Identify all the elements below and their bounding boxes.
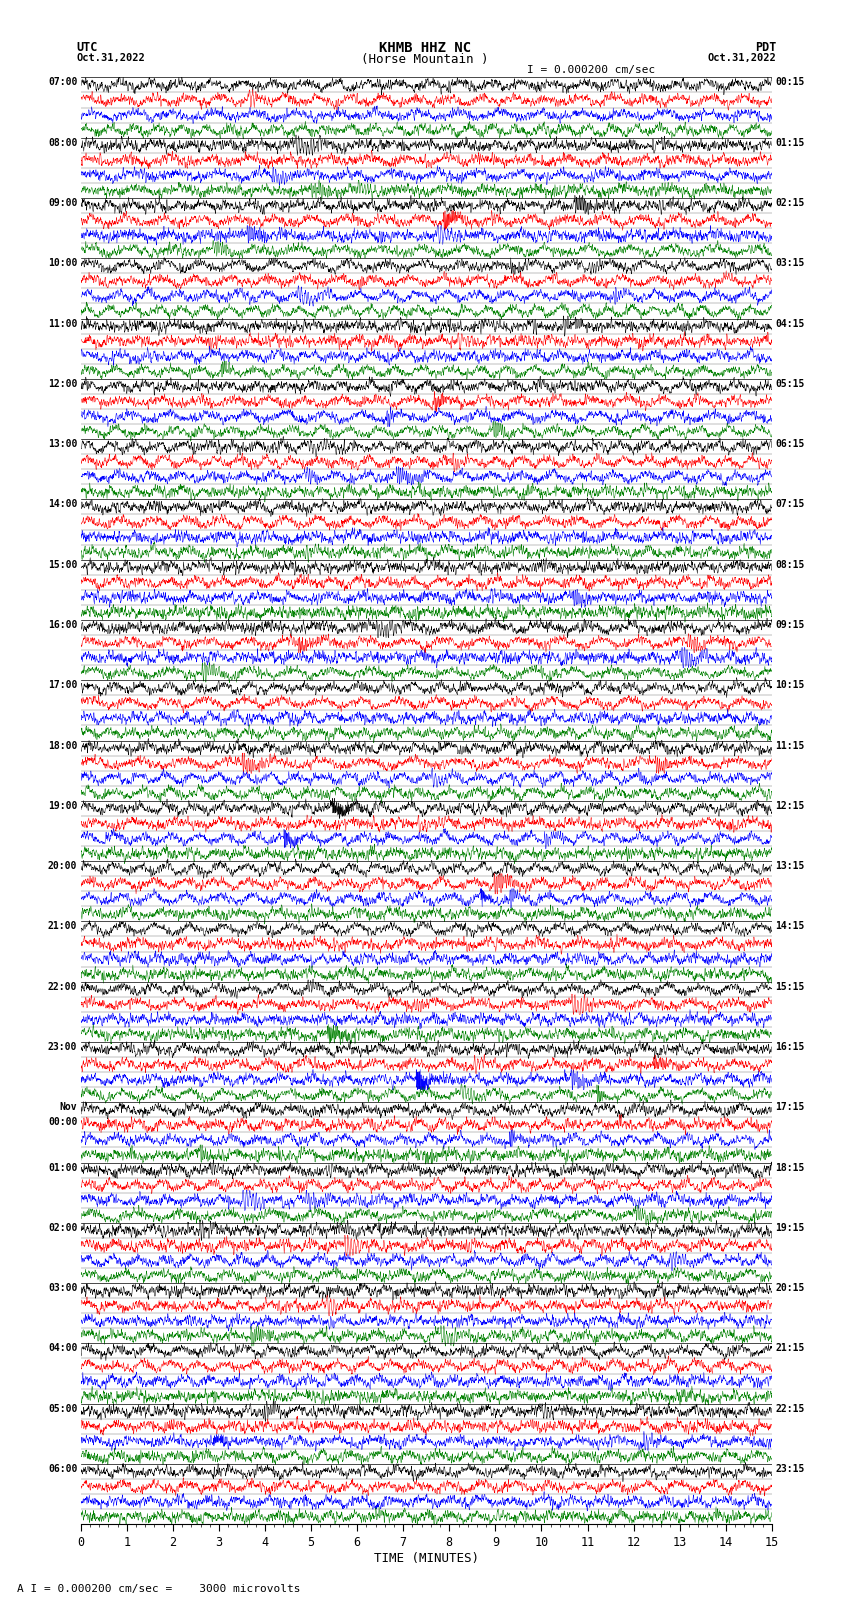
Text: 18:00: 18:00: [48, 740, 77, 750]
Text: 16:15: 16:15: [775, 1042, 805, 1052]
Text: Oct.31,2022: Oct.31,2022: [76, 53, 145, 63]
Text: 09:15: 09:15: [775, 619, 805, 631]
Text: 09:00: 09:00: [48, 198, 77, 208]
Text: 05:15: 05:15: [775, 379, 805, 389]
Text: 07:15: 07:15: [775, 500, 805, 510]
Text: 16:00: 16:00: [48, 619, 77, 631]
Text: 13:15: 13:15: [775, 861, 805, 871]
Text: 05:00: 05:00: [48, 1403, 77, 1413]
Text: 20:15: 20:15: [775, 1284, 805, 1294]
Text: UTC: UTC: [76, 40, 98, 55]
Text: 15:15: 15:15: [775, 982, 805, 992]
Text: 06:15: 06:15: [775, 439, 805, 448]
Text: I = 0.000200 cm/sec: I = 0.000200 cm/sec: [527, 65, 655, 74]
Text: 22:00: 22:00: [48, 982, 77, 992]
Text: 14:00: 14:00: [48, 500, 77, 510]
Text: 02:00: 02:00: [48, 1223, 77, 1232]
Text: 23:00: 23:00: [48, 1042, 77, 1052]
Text: 03:15: 03:15: [775, 258, 805, 268]
Text: Oct.31,2022: Oct.31,2022: [707, 53, 776, 63]
Text: Nov: Nov: [60, 1102, 77, 1113]
Text: 17:15: 17:15: [775, 1102, 805, 1113]
Text: 13:00: 13:00: [48, 439, 77, 448]
Text: 00:00: 00:00: [48, 1118, 77, 1127]
Text: KHMB HHZ NC: KHMB HHZ NC: [379, 40, 471, 55]
Text: 11:15: 11:15: [775, 740, 805, 750]
Text: 10:00: 10:00: [48, 258, 77, 268]
Text: 06:00: 06:00: [48, 1465, 77, 1474]
Text: 08:15: 08:15: [775, 560, 805, 569]
Text: 23:15: 23:15: [775, 1465, 805, 1474]
Text: 11:00: 11:00: [48, 319, 77, 329]
Text: 22:15: 22:15: [775, 1403, 805, 1413]
Text: 14:15: 14:15: [775, 921, 805, 931]
Text: 21:00: 21:00: [48, 921, 77, 931]
X-axis label: TIME (MINUTES): TIME (MINUTES): [374, 1552, 479, 1565]
Text: 12:15: 12:15: [775, 800, 805, 811]
Text: A I = 0.000200 cm/sec =    3000 microvolts: A I = 0.000200 cm/sec = 3000 microvolts: [17, 1584, 301, 1594]
Text: 00:15: 00:15: [775, 77, 805, 87]
Text: 10:15: 10:15: [775, 681, 805, 690]
Text: 01:00: 01:00: [48, 1163, 77, 1173]
Text: 17:00: 17:00: [48, 681, 77, 690]
Text: 15:00: 15:00: [48, 560, 77, 569]
Text: 08:00: 08:00: [48, 137, 77, 148]
Text: 07:00: 07:00: [48, 77, 77, 87]
Text: 04:15: 04:15: [775, 319, 805, 329]
Text: PDT: PDT: [755, 40, 776, 55]
Text: 19:00: 19:00: [48, 800, 77, 811]
Text: 12:00: 12:00: [48, 379, 77, 389]
Text: (Horse Mountain ): (Horse Mountain ): [361, 53, 489, 66]
Text: 21:15: 21:15: [775, 1344, 805, 1353]
Text: 03:00: 03:00: [48, 1284, 77, 1294]
Text: 02:15: 02:15: [775, 198, 805, 208]
Text: 20:00: 20:00: [48, 861, 77, 871]
Text: 01:15: 01:15: [775, 137, 805, 148]
Text: 19:15: 19:15: [775, 1223, 805, 1232]
Text: 18:15: 18:15: [775, 1163, 805, 1173]
Text: 04:00: 04:00: [48, 1344, 77, 1353]
